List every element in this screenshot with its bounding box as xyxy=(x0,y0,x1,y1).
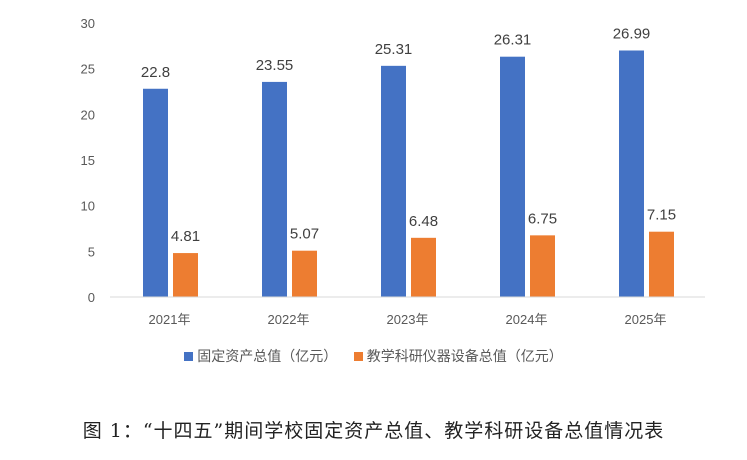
bar-chart: 0 5 10 15 20 25 30 22.8 4.81 2021年 23.55 5.07 2022年 2… xyxy=(81,16,705,327)
bar-equipment xyxy=(411,237,436,297)
bar-fixed-assets xyxy=(619,50,644,297)
bar-equipment xyxy=(173,253,198,297)
bar-fixed-assets xyxy=(500,56,525,298)
y-tick-label: 30 xyxy=(81,16,95,31)
bar-equipment xyxy=(530,235,555,297)
y-tick-label: 25 xyxy=(81,62,95,77)
data-label: 5.07 xyxy=(290,226,319,243)
data-label: 23.55 xyxy=(256,57,294,74)
legend: 固定资产总值（亿元） 教学科研仪器设备总值（亿元） xyxy=(0,346,747,366)
data-label: 6.75 xyxy=(528,210,557,227)
legend-swatch-blue xyxy=(184,352,194,361)
y-tick-label: 0 xyxy=(88,290,95,305)
data-label: 7.15 xyxy=(647,207,676,224)
legend-item-equipment: 教学科研仪器设备总值（亿元） xyxy=(353,349,563,365)
y-tick-label: 10 xyxy=(81,199,95,214)
data-label: 26.31 xyxy=(494,32,532,49)
x-tick-label: 2022年 xyxy=(268,312,310,327)
bar-equipment xyxy=(649,231,674,297)
y-tick-label: 15 xyxy=(81,153,95,168)
bar-fixed-assets xyxy=(143,88,168,297)
data-label: 26.99 xyxy=(613,25,651,42)
legend-swatch-orange xyxy=(353,352,363,361)
x-tick-label: 2021年 xyxy=(149,312,191,327)
y-tick-label: 20 xyxy=(81,107,95,122)
legend-label: 教学科研仪器设备总值（亿元） xyxy=(366,349,563,365)
x-tick-label: 2025年 xyxy=(625,312,667,327)
bar-fixed-assets xyxy=(262,81,287,297)
figure-caption: 图 1：“十四五”期间学校固定资产总值、教学科研设备总值情况表 xyxy=(82,420,665,442)
legend-label: 固定资产总值（亿元） xyxy=(197,349,338,365)
data-label: 4.81 xyxy=(171,228,200,245)
bar-fixed-assets xyxy=(381,65,406,298)
data-label: 6.48 xyxy=(409,213,438,230)
bar-equipment xyxy=(292,250,317,297)
x-tick-label: 2024年 xyxy=(506,312,548,327)
data-label: 22.8 xyxy=(141,64,170,81)
legend-item-fixed-assets: 固定资产总值（亿元） xyxy=(184,349,337,365)
y-tick-label: 5 xyxy=(88,244,95,259)
x-tick-label: 2023年 xyxy=(387,312,429,327)
data-label: 25.31 xyxy=(375,41,413,58)
